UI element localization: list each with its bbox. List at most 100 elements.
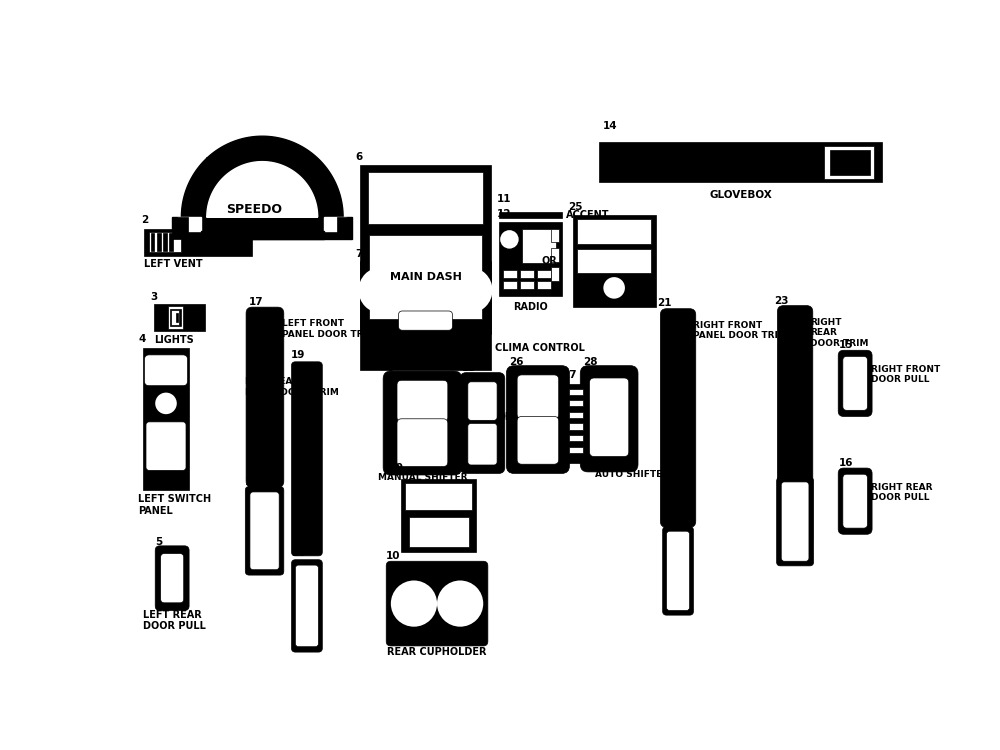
Bar: [369, 235, 482, 320]
Text: 23: 23: [774, 296, 789, 305]
Bar: [503, 281, 517, 289]
Text: 1: 1: [205, 157, 212, 167]
Bar: [569, 424, 583, 430]
Text: 5: 5: [155, 536, 162, 547]
Text: RIGHT FRONT
PANEL DOOR TRIM: RIGHT FRONT PANEL DOOR TRIM: [693, 321, 787, 340]
Text: 24: 24: [776, 465, 790, 475]
Text: 8: 8: [386, 363, 393, 374]
Bar: [830, 150, 870, 175]
Text: 3: 3: [151, 292, 158, 302]
Bar: [176, 314, 178, 322]
Text: 22: 22: [662, 514, 676, 524]
Polygon shape: [181, 136, 343, 217]
Text: 15: 15: [839, 340, 853, 350]
Bar: [499, 211, 562, 217]
FancyBboxPatch shape: [838, 350, 872, 416]
FancyBboxPatch shape: [506, 366, 569, 473]
Bar: [143, 348, 189, 490]
Bar: [569, 446, 583, 453]
Text: RIGHT
REAR
DOOR TRIM: RIGHT REAR DOOR TRIM: [810, 318, 869, 348]
Text: 7: 7: [355, 250, 363, 259]
Bar: [368, 172, 483, 224]
Bar: [337, 217, 352, 238]
Text: 16: 16: [839, 458, 853, 468]
Bar: [824, 146, 874, 178]
Text: LEFT REAR
PANEL DOOR TRIM: LEFT REAR PANEL DOOR TRIM: [245, 377, 339, 397]
FancyBboxPatch shape: [161, 554, 184, 603]
Text: CLIMA CONTROL: CLIMA CONTROL: [495, 344, 585, 353]
FancyBboxPatch shape: [245, 487, 284, 575]
Text: 28: 28: [583, 357, 598, 368]
FancyBboxPatch shape: [468, 424, 497, 465]
Bar: [551, 267, 559, 281]
Text: ACCENT: ACCENT: [566, 210, 609, 220]
Text: 21: 21: [657, 298, 672, 308]
FancyBboxPatch shape: [781, 482, 809, 561]
Text: 20: 20: [291, 548, 305, 558]
Text: 10: 10: [385, 551, 400, 561]
FancyBboxPatch shape: [397, 419, 448, 466]
FancyBboxPatch shape: [292, 362, 322, 556]
Bar: [569, 412, 583, 418]
Bar: [566, 384, 585, 463]
FancyBboxPatch shape: [144, 355, 188, 386]
Bar: [171, 310, 179, 325]
FancyBboxPatch shape: [517, 375, 559, 419]
Text: 6: 6: [355, 152, 363, 163]
FancyBboxPatch shape: [460, 373, 505, 473]
Bar: [172, 217, 188, 238]
Text: RIGHT FRONT
DOOR PULL: RIGHT FRONT DOOR PULL: [871, 365, 940, 384]
Text: 12: 12: [497, 209, 512, 219]
Text: 11: 11: [497, 194, 512, 204]
Polygon shape: [324, 217, 346, 231]
FancyBboxPatch shape: [386, 561, 488, 646]
Text: LEFT FRONT
PANEL DOOR TRIM: LEFT FRONT PANEL DOOR TRIM: [282, 320, 375, 339]
Bar: [599, 142, 882, 182]
FancyBboxPatch shape: [838, 468, 872, 534]
Text: RADIO: RADIO: [513, 302, 548, 312]
Text: SPEEDO: SPEEDO: [227, 202, 283, 216]
Bar: [537, 281, 551, 289]
Text: 25: 25: [568, 202, 582, 211]
FancyBboxPatch shape: [517, 416, 559, 464]
Text: LEFT VENT: LEFT VENT: [144, 260, 203, 269]
Bar: [551, 248, 559, 262]
Bar: [522, 229, 556, 263]
Text: GLOVEBOX: GLOVEBOX: [709, 190, 772, 200]
Circle shape: [391, 580, 437, 627]
FancyBboxPatch shape: [250, 492, 279, 570]
FancyBboxPatch shape: [666, 531, 690, 610]
Bar: [551, 229, 559, 242]
FancyBboxPatch shape: [399, 311, 452, 330]
Text: RIGHT REAR
DOOR PULL: RIGHT REAR DOOR PULL: [871, 483, 932, 502]
FancyBboxPatch shape: [843, 356, 867, 410]
Bar: [405, 483, 472, 510]
Circle shape: [500, 230, 519, 248]
Text: 18: 18: [245, 477, 260, 488]
Bar: [144, 229, 252, 256]
Bar: [569, 388, 583, 395]
Bar: [577, 219, 651, 244]
Text: 27: 27: [562, 370, 576, 380]
Text: 4: 4: [138, 334, 146, 344]
Bar: [499, 223, 562, 296]
Text: 26: 26: [509, 357, 524, 368]
Circle shape: [437, 580, 483, 627]
Circle shape: [402, 267, 449, 314]
Bar: [537, 270, 551, 278]
FancyBboxPatch shape: [155, 546, 189, 610]
Bar: [577, 248, 651, 273]
Circle shape: [446, 267, 492, 314]
Text: 9: 9: [395, 464, 403, 473]
Text: REAR CUPHOLDER: REAR CUPHOLDER: [387, 647, 487, 658]
Bar: [360, 166, 491, 370]
Polygon shape: [201, 231, 324, 238]
Text: MAIN DASH: MAIN DASH: [390, 272, 461, 282]
Bar: [520, 281, 534, 289]
Bar: [163, 233, 167, 251]
FancyBboxPatch shape: [777, 305, 813, 545]
Bar: [409, 518, 469, 547]
Bar: [149, 232, 181, 253]
FancyBboxPatch shape: [246, 308, 284, 488]
Text: 2: 2: [141, 214, 149, 225]
